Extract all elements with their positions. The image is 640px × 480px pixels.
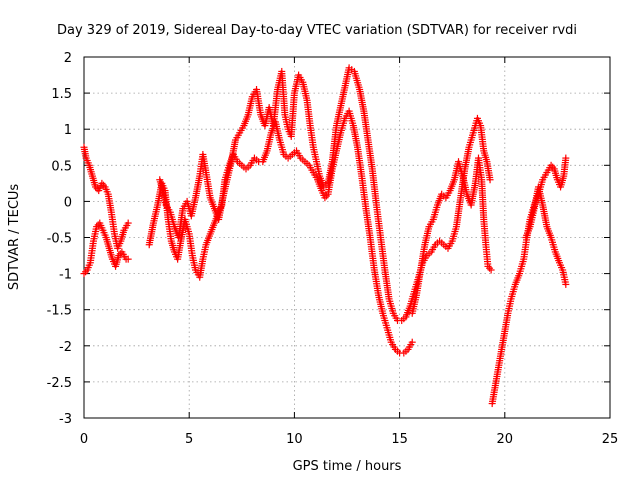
x-axis-label: GPS time / hours — [293, 459, 402, 474]
x-tick-label: 25 — [602, 432, 619, 447]
x-tick-label: 10 — [286, 432, 303, 447]
y-tick-label: 1.5 — [51, 87, 72, 102]
tick-layer: 0 5 10 15 20 25 2 1.5 1 0.5 0 -0.5 -1 -1.5 -2 -2.5 -3 — [47, 51, 619, 447]
y-tick-label: -2.5 — [47, 376, 72, 391]
y-tick-label: -2 — [59, 340, 72, 355]
data-point — [562, 154, 570, 162]
chart-title: Day 329 of 2019, Sidereal Day-to-day VTE… — [57, 23, 577, 38]
x-tick-label: 0 — [80, 432, 88, 447]
y-tick-label: -1 — [59, 268, 72, 283]
data-point — [562, 280, 570, 288]
y-tick-label: -3 — [59, 412, 72, 427]
y-tick-label: 2 — [64, 51, 72, 66]
x-tick-label: 20 — [497, 432, 514, 447]
marks-layer — [80, 64, 570, 408]
y-tick-label: 0 — [64, 195, 72, 210]
y-axis-label: SDTVAR / TECUs — [7, 184, 22, 291]
data-point — [408, 338, 416, 346]
y-tick-label: 1 — [64, 123, 72, 138]
x-tick-label: 15 — [391, 432, 408, 447]
data-point — [124, 219, 132, 227]
y-tick-label: -1.5 — [47, 304, 72, 319]
data-point — [486, 264, 494, 272]
y-tick-label: -0.5 — [47, 232, 72, 247]
data-point — [486, 176, 494, 184]
data-point — [487, 266, 495, 274]
data-point — [80, 270, 88, 278]
x-tick-label: 5 — [185, 432, 193, 447]
data-point — [124, 255, 132, 263]
y-tick-label: 0.5 — [51, 159, 72, 174]
